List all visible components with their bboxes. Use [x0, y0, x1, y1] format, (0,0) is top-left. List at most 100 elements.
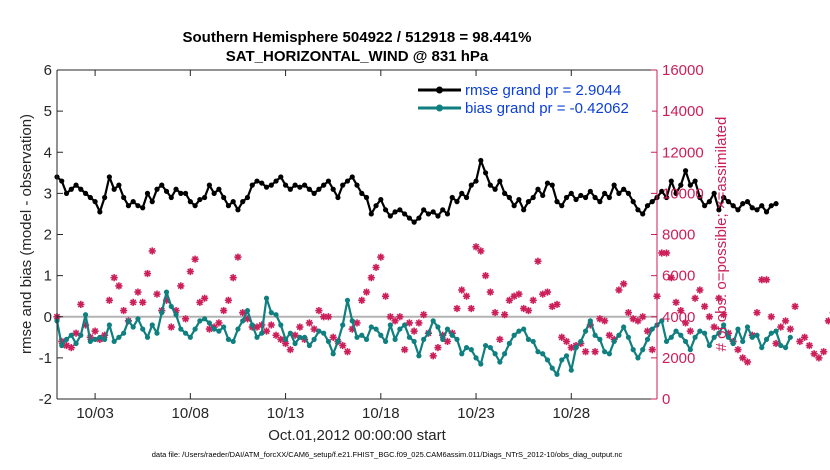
rmse-point [340, 182, 346, 188]
left-tick-label: 6 [44, 62, 52, 79]
obs-marker-stroke [691, 295, 699, 302]
rmse-point [216, 186, 222, 192]
bias-point [140, 326, 146, 332]
rmse-point [492, 186, 498, 192]
bias-point [130, 324, 136, 330]
bias-point [578, 338, 584, 345]
rmse-point [535, 186, 541, 192]
rmse-point [263, 184, 270, 190]
obs-count-marker [720, 311, 728, 319]
left-tick-label: -2 [39, 391, 52, 408]
obs-count-marker [772, 339, 780, 348]
left-tick-label: 2 [44, 227, 52, 244]
obs-count-marker [291, 331, 299, 339]
bias-point [225, 336, 232, 342]
obs-marker-stroke [525, 307, 532, 314]
obs-count-marker [177, 282, 185, 290]
rmse-point [635, 207, 641, 213]
obs-count-marker [110, 274, 118, 282]
rmse-point [506, 194, 512, 201]
rmse-point [521, 207, 527, 213]
obs-marker-stroke [434, 344, 442, 351]
bias-point [697, 328, 703, 334]
obs-count-marker [405, 319, 413, 327]
rmse-point [744, 199, 751, 205]
obs-count-marker [667, 274, 675, 282]
obs-marker-stroke [472, 243, 480, 250]
bias-point [454, 336, 460, 342]
bias-point [711, 334, 717, 340]
bias-point [178, 326, 184, 332]
obs-marker-stroke [825, 318, 830, 325]
obs-count-marker [734, 346, 742, 354]
obs-marker-stroke [477, 247, 484, 255]
rmse-point [425, 211, 432, 217]
rmse-point [663, 194, 670, 201]
obs-count-marker [777, 323, 785, 331]
bias-point [749, 334, 755, 340]
obs-count-marker [239, 309, 247, 317]
bias-point [425, 330, 432, 336]
obs-count-marker [324, 313, 333, 321]
obs-count-marker [381, 292, 390, 300]
obs-marker-stroke [639, 313, 646, 320]
rmse-point [606, 194, 612, 201]
bias-point [168, 303, 174, 310]
rmse-point [502, 190, 508, 196]
obs-marker-stroke [382, 293, 389, 300]
obs-marker-stroke [768, 313, 775, 320]
obs-marker-stroke [482, 272, 489, 279]
obs-marker-stroke [677, 307, 684, 314]
x-tick-label: 10/18 [362, 405, 400, 422]
bias-point [354, 334, 360, 340]
obs-count-marker [434, 343, 442, 352]
rmse-point [725, 199, 732, 205]
left-tick-label: 3 [44, 185, 52, 202]
obs-count-marker [262, 327, 271, 335]
obs-marker-stroke [353, 319, 361, 327]
rmse-point [449, 194, 455, 201]
obs-marker-stroke [649, 346, 656, 353]
rmse-point [282, 182, 289, 188]
obs-marker-stroke [363, 288, 370, 296]
obs-count-marker [267, 321, 275, 329]
rmse-point [659, 188, 665, 194]
right-tick-label: 8000 [662, 227, 695, 244]
obs-marker-stroke [815, 354, 823, 362]
bias-point [663, 338, 670, 345]
bias-point [321, 330, 327, 336]
obs-count-marker [753, 309, 761, 317]
obs-count-marker [367, 274, 375, 282]
bias-point [263, 295, 270, 301]
right-tick-label: 2000 [662, 350, 695, 367]
obs-count-marker [343, 348, 352, 356]
obs-marker-stroke [463, 293, 470, 300]
left-tick-label: 5 [44, 103, 52, 120]
rmse-point [363, 194, 370, 201]
bias-point [244, 307, 251, 314]
obs-marker-stroke [263, 327, 270, 335]
rmse-point [682, 168, 689, 174]
obs-count-marker [581, 348, 590, 356]
bias-point [382, 338, 389, 345]
obs-count-marker [634, 317, 642, 325]
obs-count-marker [386, 313, 394, 321]
bias-point [392, 336, 398, 342]
rmse-point [678, 182, 684, 188]
obs-count-marker [72, 329, 80, 337]
obs-marker-stroke [801, 334, 808, 341]
rmse-point [473, 178, 479, 184]
rmse-point [644, 203, 651, 209]
bias-point [482, 342, 489, 349]
obs-marker-stroke [149, 247, 156, 255]
bias-point [630, 347, 636, 353]
rmse-point [163, 188, 170, 194]
rmse-point [268, 182, 274, 188]
obs-marker-stroke [696, 286, 704, 294]
obs-marker-stroke [606, 332, 613, 339]
obs-marker-stroke [234, 253, 242, 261]
rmse-point [368, 211, 374, 217]
obs-count-marker [443, 337, 452, 346]
obs-count-marker [558, 333, 566, 341]
rmse-point [421, 207, 427, 213]
